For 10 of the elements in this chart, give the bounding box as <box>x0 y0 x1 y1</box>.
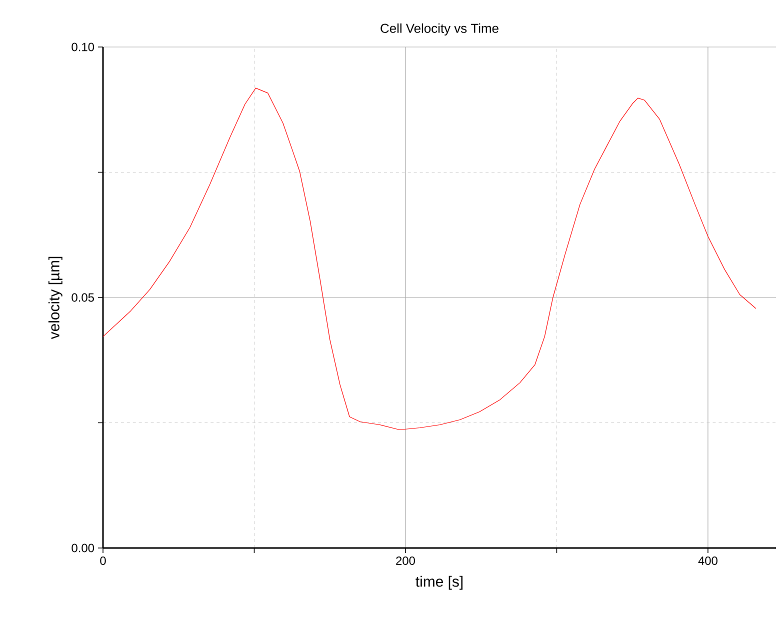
x-tick-label: 400 <box>698 556 718 565</box>
x-tick-label: 0 <box>100 556 106 565</box>
y-tick-label: 0.10 <box>72 42 94 52</box>
y-tick-label: 0.00 <box>72 544 94 552</box>
chart-title: Cell Velocity vs Time <box>380 23 498 36</box>
y-tick-label: 0.05 <box>72 293 94 302</box>
line-series <box>102 88 756 430</box>
y-axis-title: velocity [µm] <box>48 256 62 340</box>
x-tick-label: 200 <box>396 556 415 565</box>
x-axis-title: time [s] <box>416 576 462 590</box>
